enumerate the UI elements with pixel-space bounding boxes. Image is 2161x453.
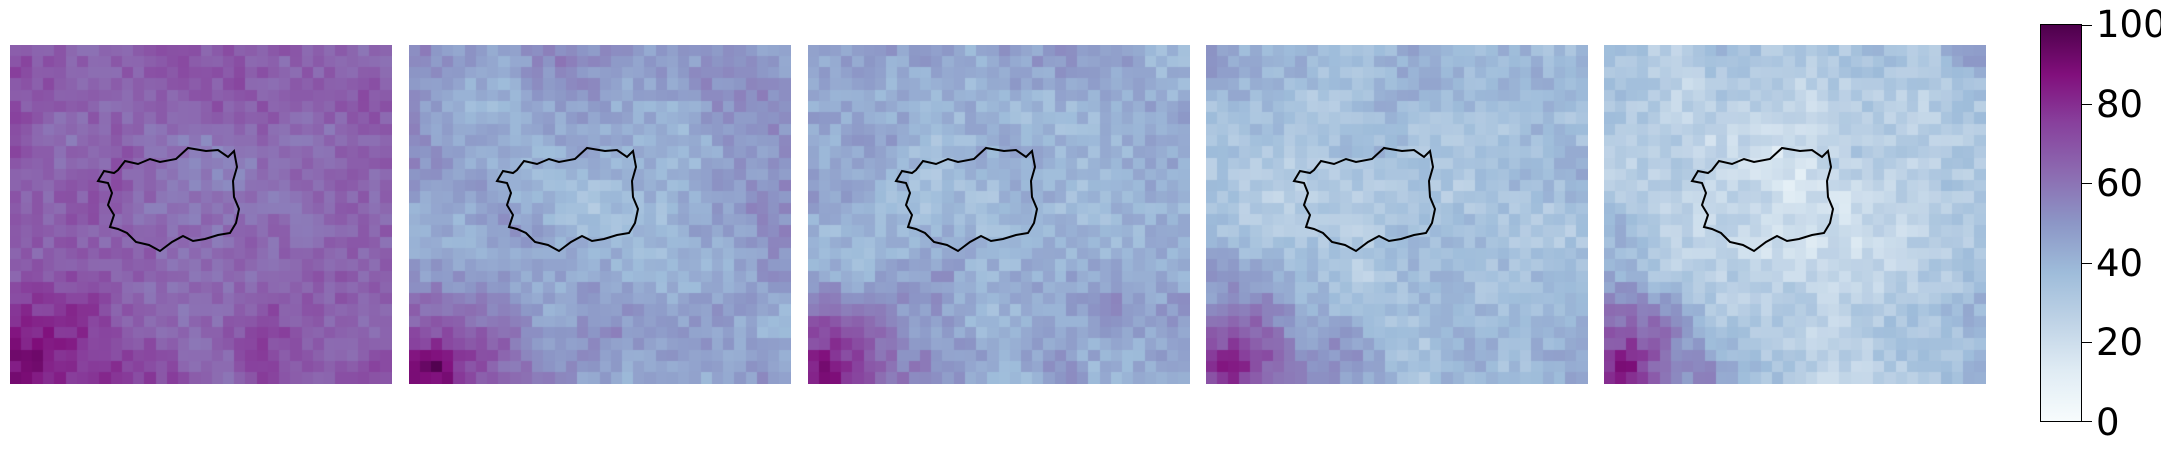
colorbar — [2040, 24, 2082, 422]
city-boundary-5 — [1690, 146, 1835, 253]
city-boundary-2 — [495, 146, 640, 253]
colorbar-tick-100 — [2082, 25, 2092, 26]
colorbar-label-20: 20 — [2096, 321, 2144, 364]
city-boundary-3 — [894, 146, 1039, 253]
map-panel-3 — [808, 45, 1190, 384]
map-panel-4 — [1206, 45, 1588, 384]
map-panel-2 — [409, 45, 791, 384]
city-boundary-4 — [1292, 146, 1437, 253]
heatmap-grid-1 — [10, 45, 392, 384]
city-boundary-1 — [96, 146, 241, 253]
colorbar-tick-0 — [2082, 421, 2092, 422]
heatmap-grid-3 — [808, 45, 1190, 384]
colorbar-tick-40 — [2082, 263, 2092, 264]
heatmap-grid-4 — [1206, 45, 1588, 384]
heatmap-grid-5 — [1604, 45, 1986, 384]
colorbar-label-100: 100 — [2096, 3, 2161, 46]
colorbar-label-0: 0 — [2096, 401, 2120, 444]
colorbar-label-80: 80 — [2096, 83, 2144, 126]
map-panel-1 — [10, 45, 392, 384]
map-panel-5 — [1604, 45, 1986, 384]
colorbar-tick-60 — [2082, 183, 2092, 184]
heatmap-grid-2 — [409, 45, 791, 384]
colorbar-label-40: 40 — [2096, 242, 2144, 285]
colorbar-tick-20 — [2082, 342, 2092, 343]
colorbar-label-60: 60 — [2096, 162, 2144, 205]
colorbar-tick-80 — [2082, 104, 2092, 105]
